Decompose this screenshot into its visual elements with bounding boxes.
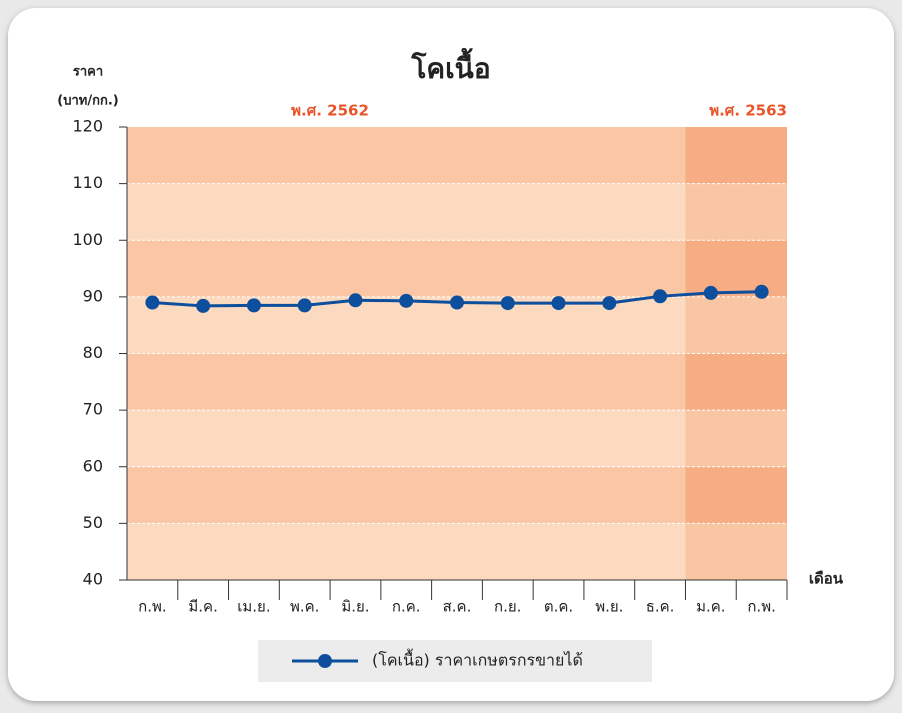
band <box>685 183 787 241</box>
legend-label: (โคเนื้อ) ราคาเกษตรกรขายได้ <box>372 649 583 670</box>
marker <box>246 298 261 313</box>
y-tick-label: 60 <box>83 456 103 475</box>
x-tick-label: ธ.ค. <box>646 598 675 616</box>
x-tick-label: พ.ย. <box>595 598 623 616</box>
legend-marker <box>318 654 332 668</box>
y-tick-label: 120 <box>72 117 103 136</box>
marker <box>703 285 718 300</box>
marker <box>450 295 464 310</box>
band <box>127 523 686 580</box>
band <box>127 183 686 241</box>
x-tick-label: มี.ค. <box>188 598 217 616</box>
marker <box>500 296 515 311</box>
y-tick-label: 90 <box>83 286 103 305</box>
x-tick-label: ก.พ. <box>138 598 167 616</box>
marker <box>145 295 160 310</box>
marker <box>653 289 668 304</box>
x-tick-label: ส.ค. <box>443 598 472 616</box>
band <box>685 240 787 297</box>
period-label: พ.ศ. 2563 <box>709 102 787 120</box>
chart-title: โคเนื้อ <box>410 47 490 85</box>
x-tick-label: พ.ค. <box>290 598 319 616</box>
band <box>127 353 686 411</box>
period-label: พ.ศ. 2562 <box>291 102 369 120</box>
marker <box>196 298 211 313</box>
marker <box>297 298 312 313</box>
band <box>685 127 787 184</box>
band <box>685 466 787 524</box>
marker <box>602 296 617 311</box>
y-tick-label: 70 <box>83 400 103 419</box>
marker <box>754 284 769 299</box>
y-tick-label: 50 <box>83 513 103 532</box>
x-tick-label: ม.ค. <box>696 598 725 616</box>
marker <box>399 293 414 308</box>
x-tick-label: ก.ย. <box>494 598 521 616</box>
y-axis-label: ราคา <box>73 65 103 80</box>
band <box>127 466 686 524</box>
x-tick-label: ก.ค. <box>392 598 421 616</box>
band <box>127 410 686 467</box>
band <box>685 523 787 580</box>
y-axis-label: (บาท/กก.) <box>57 94 118 109</box>
y-tick-label: 100 <box>72 230 103 249</box>
marker <box>348 293 363 308</box>
y-tick-label: 110 <box>72 173 103 192</box>
band <box>685 353 787 411</box>
x-axis-label: เดือน <box>809 570 844 588</box>
x-tick-label: มิ.ย. <box>341 598 369 616</box>
band <box>685 410 787 467</box>
y-tick-label: 40 <box>83 570 103 589</box>
marker <box>551 296 566 311</box>
band <box>685 296 787 354</box>
band <box>127 127 686 184</box>
band <box>127 240 686 297</box>
y-tick-label: 80 <box>83 343 103 362</box>
x-tick-label: ก.พ. <box>747 598 776 616</box>
x-tick-label: ต.ค. <box>544 598 573 616</box>
x-tick-label: เม.ย. <box>237 598 270 616</box>
